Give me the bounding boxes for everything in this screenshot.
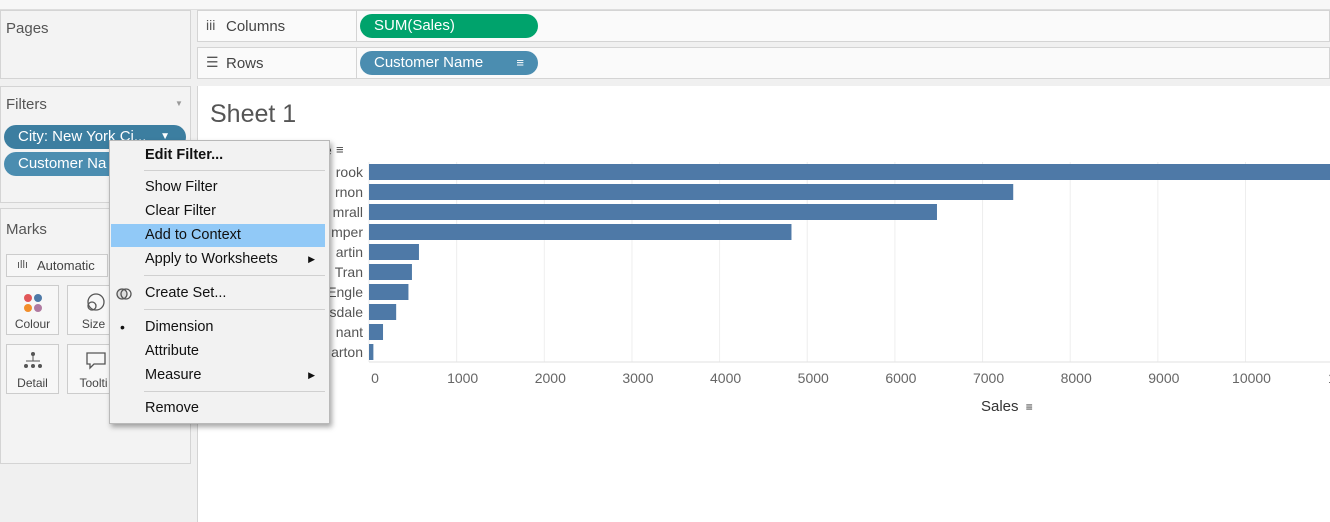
menu-item-label: Remove: [145, 400, 199, 416]
marks-title: Marks: [6, 221, 47, 238]
filter-pill-customer-label: Customer Na: [18, 155, 107, 172]
submenu-arrow-icon: ▶: [308, 254, 315, 264]
rows-shelf[interactable]: ☰ Rows Customer Name ≡: [197, 47, 1330, 79]
colour-label: Colour: [14, 317, 51, 331]
chevron-down-icon[interactable]: ▼: [160, 131, 170, 142]
menu-item-label: Dimension: [145, 319, 214, 335]
top-strip: [0, 0, 1330, 10]
shelf-divider: [356, 11, 357, 41]
rows-label: Rows: [226, 55, 264, 72]
size-icon: [87, 293, 105, 311]
x-axis-title: Sales ≡: [981, 398, 1033, 415]
menu-item-label: Add to Context: [145, 227, 241, 243]
menu-separator: [144, 309, 325, 310]
menu-separator: [144, 170, 325, 171]
sheet-title: Sheet 1: [210, 100, 297, 128]
header-sort-icon[interactable]: ≡: [336, 142, 344, 157]
tooltip-label: Toolti: [79, 376, 108, 390]
bar-chart-icon: ıllı: [17, 259, 28, 271]
sum-sales-pill[interactable]: SUM(Sales): [360, 14, 538, 38]
columns-icon: iii: [206, 17, 216, 33]
size-label: Size: [81, 317, 106, 331]
menu-item-show-filter[interactable]: Show Filter: [111, 176, 325, 199]
customer-name-label: Customer Name: [374, 54, 484, 71]
detail-button[interactable]: Detail: [6, 344, 59, 394]
colour-button[interactable]: Colour: [6, 285, 59, 335]
colour-icon: [24, 294, 42, 312]
selected-bullet-icon: •: [120, 319, 125, 335]
menu-item-label: Measure: [145, 367, 202, 383]
filters-dropdown-icon[interactable]: ▼: [175, 99, 183, 108]
context-menu: Edit Filter... Show Filter Clear Filter …: [109, 140, 330, 424]
rows-icon: ☰: [206, 54, 219, 70]
customer-name-pill[interactable]: Customer Name ≡: [360, 51, 538, 75]
menu-item-edit-filter[interactable]: Edit Filter...: [111, 144, 325, 167]
menu-item-label: Apply to Worksheets: [145, 251, 278, 267]
menu-item-remove[interactable]: Remove: [111, 397, 325, 420]
columns-label: Columns: [226, 18, 286, 35]
menu-item-label: Show Filter: [145, 179, 218, 195]
sheet-view: Sheet 1 e ≡: [197, 86, 1330, 522]
mark-type-dropdown[interactable]: ıllı Automatic: [6, 254, 108, 277]
menu-item-label: Clear Filter: [145, 203, 216, 219]
axis-sort-icon[interactable]: ≡: [1025, 400, 1033, 414]
menu-item-add-to-context[interactable]: Add to Context: [111, 224, 325, 247]
create-set-icon: [116, 288, 132, 300]
sum-sales-label: SUM(Sales): [374, 17, 455, 34]
menu-item-label: Create Set...: [145, 285, 227, 301]
menu-item-label: Edit Filter...: [145, 147, 224, 163]
menu-item-measure[interactable]: Measure ▶: [111, 364, 325, 387]
submenu-arrow-icon: ▶: [308, 370, 315, 380]
menu-item-create-set[interactable]: Create Set...: [111, 282, 325, 305]
menu-item-attribute[interactable]: Attribute: [111, 340, 325, 363]
menu-item-label: Attribute: [145, 343, 199, 359]
pages-panel: Pages: [0, 10, 191, 79]
mark-type-label: Automatic: [37, 258, 95, 273]
detail-label: Detail: [17, 376, 48, 390]
detail-icon: [24, 352, 42, 368]
menu-item-dimension[interactable]: Dimension: [111, 316, 325, 339]
tooltip-icon: [86, 352, 106, 370]
menu-separator: [144, 275, 325, 276]
x-axis-title-text: Sales: [981, 398, 1019, 415]
sort-icon[interactable]: ≡: [516, 55, 524, 70]
filters-title: Filters: [6, 96, 47, 113]
shelf-divider: [356, 48, 357, 78]
columns-shelf[interactable]: iii Columns SUM(Sales): [197, 10, 1330, 42]
pages-title: Pages: [6, 20, 49, 37]
menu-item-clear-filter[interactable]: Clear Filter: [111, 200, 325, 223]
menu-item-apply-to-worksheets[interactable]: Apply to Worksheets ▶: [111, 248, 325, 271]
menu-separator: [144, 391, 325, 392]
